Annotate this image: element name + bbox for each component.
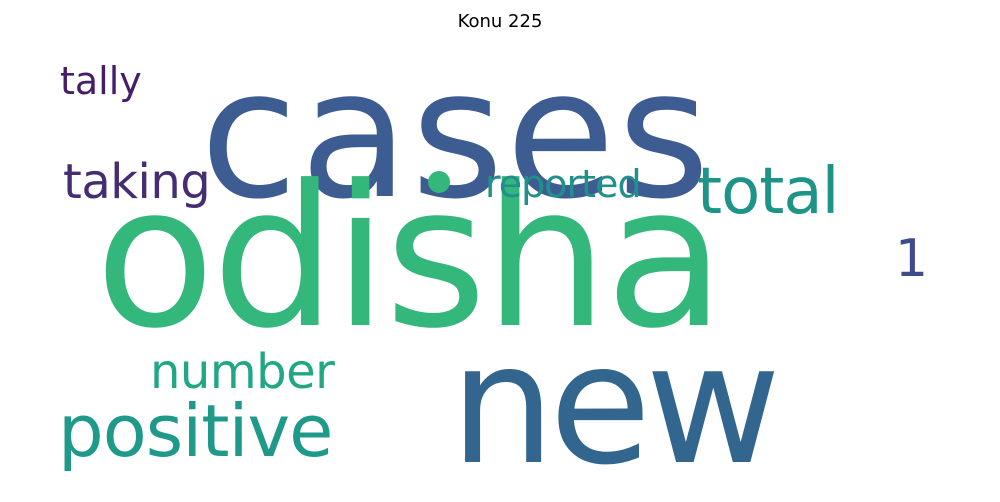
dot-mark <box>428 171 450 193</box>
word-taking: taking <box>63 154 211 210</box>
word-reported: reported <box>485 162 642 206</box>
chart-title: Konu 225 <box>457 11 543 32</box>
word-total: total <box>697 155 839 229</box>
word-one: 1 <box>895 229 929 289</box>
word-number: number <box>150 344 335 400</box>
word-odisha: odisha <box>95 144 725 372</box>
word-new: new <box>450 309 781 502</box>
word-cases: cases <box>200 31 712 238</box>
word-cloud: cases odisha new positive number taking … <box>55 31 945 489</box>
word-tally: tally <box>60 59 142 103</box>
word-positive: positive <box>58 389 333 473</box>
